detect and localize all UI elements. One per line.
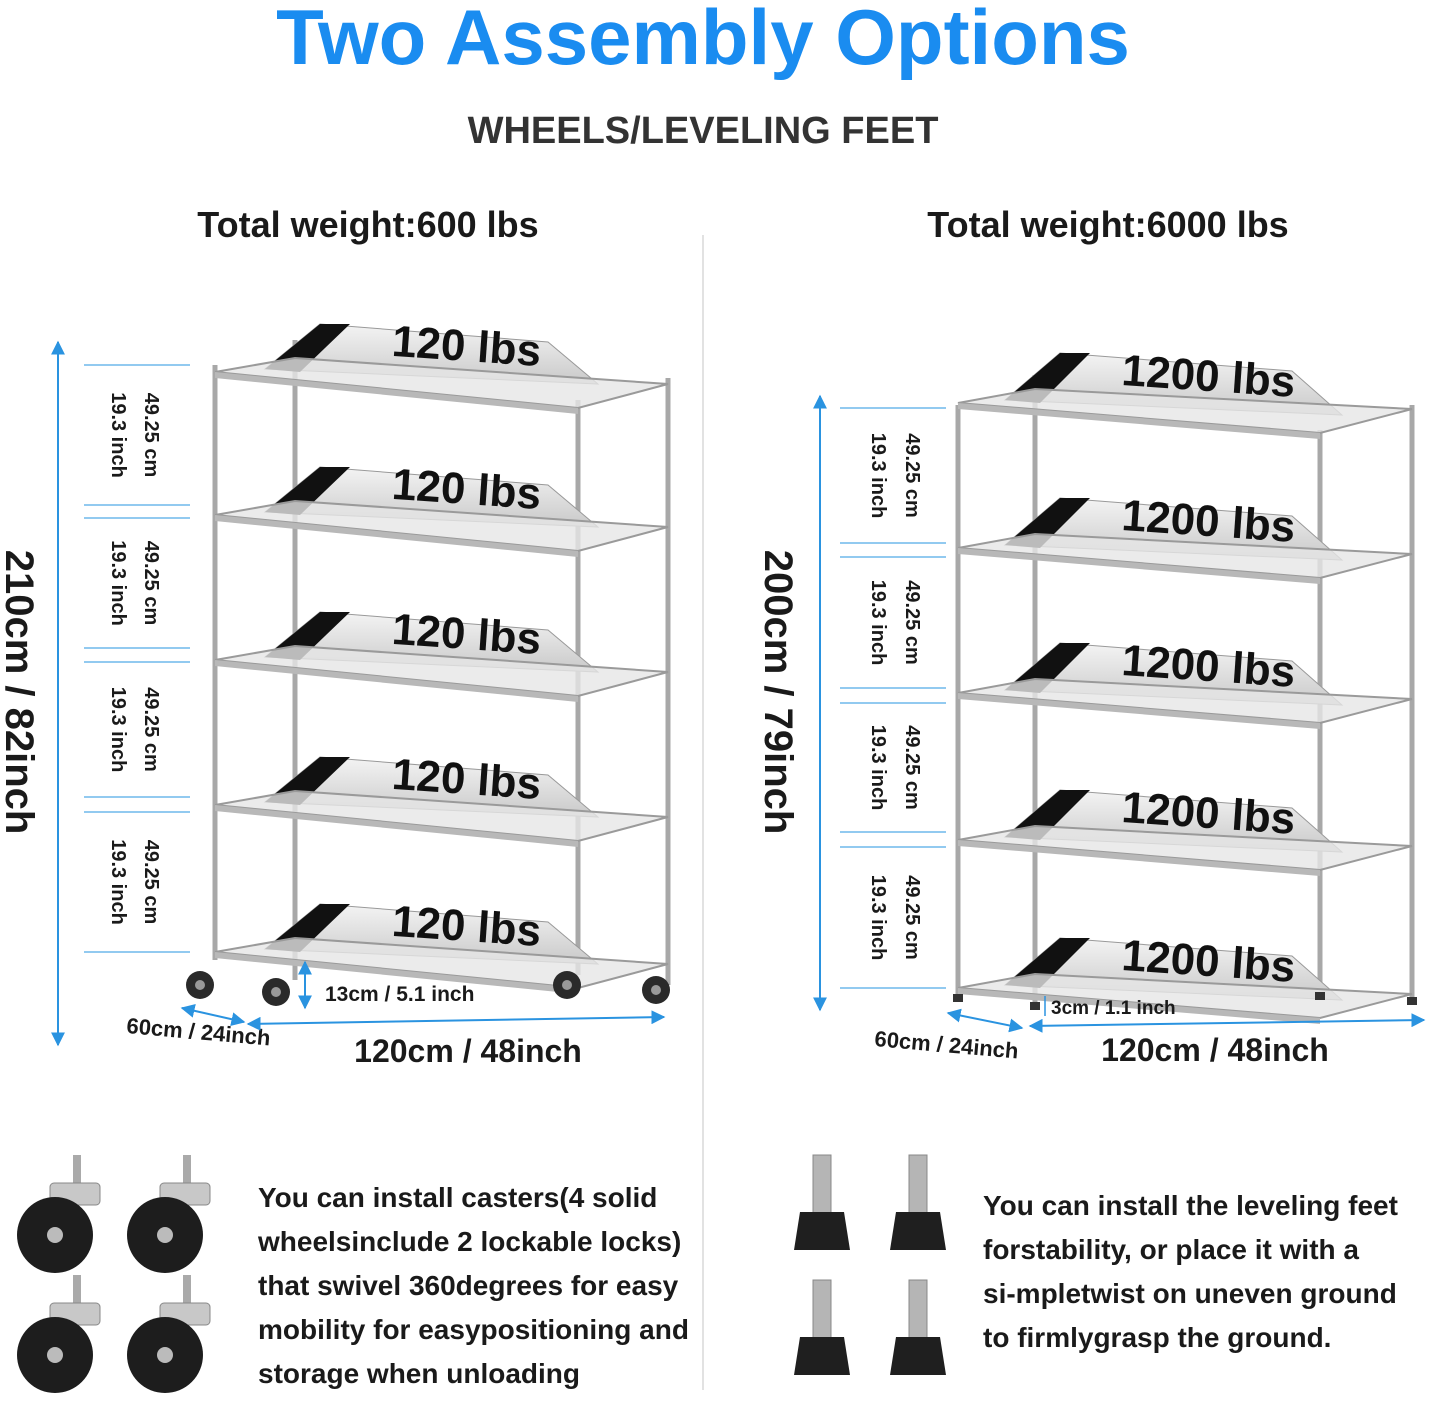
caster-hub [157,1347,173,1363]
description-line: to firmlygrasp the ground. [983,1322,1331,1353]
wire-shelf [957,677,1413,725]
left-width-label: 120cm / 48inch [354,1033,582,1069]
caster-stem [73,1155,81,1185]
page-subtitle: WHEELS/LEVELING FEET [468,110,939,152]
page-title: Two Assembly Options [276,0,1130,81]
right-depth-arrow [946,1008,1024,1033]
shelf-spacing-inch: 19.3 inch [867,875,889,961]
right-depth-label: 60cm / 24inch [874,1026,1020,1063]
threaded-bolt [908,1154,928,1214]
shelf-spacing-cm: 49.25 cm [901,433,923,518]
shelf-spacing-cm: 49.25 cm [901,580,923,665]
foot-base [794,1212,850,1250]
leveling-foot-icon [794,1154,946,1375]
left-description: You can install casters(4 solid wheelsinc… [257,1182,689,1389]
caster-stem [183,1155,191,1185]
shelf-spacing-cm: 49.25 cm [901,725,923,810]
shelf-spacing-inch: 19.3 inch [867,433,889,519]
shelf-edge [215,372,578,414]
foot-base [794,1337,850,1375]
left-depth-label: 60cm / 24inch [126,1013,272,1050]
wheel-hub [195,980,205,990]
shelf-spacing-cm: 49.25 cm [140,541,162,626]
foot [1030,1002,1040,1010]
shelf-edge [215,660,578,702]
shelf-spacing-inch: 19.3 inch [107,392,129,478]
description-line: si-mpletwist on uneven ground [983,1278,1397,1309]
left-total-weight: Total weight:600 lbs [197,204,538,245]
foot-base [890,1337,946,1375]
threaded-bolt [908,1279,928,1339]
wire-shelf [957,532,1413,580]
shelf-spacing-cm: 49.25 cm [140,840,162,925]
wheel-hub [562,980,572,990]
shelf-edge [958,693,1320,729]
shelf-edge [958,548,1320,584]
shelf-spacing-inch: 19.3 inch [867,725,889,811]
right-description: You can install the leveling feet forstab… [983,1190,1398,1353]
shelf-spacing-inch: 19.3 inch [107,540,129,626]
caster-wheel-icon [17,1155,211,1393]
shelf-spacing-inch: 19.3 inch [867,580,889,666]
description-line: that swivel 360degrees for easy [258,1270,679,1301]
caster-hub [157,1227,173,1243]
right-width-arrow [1028,1013,1426,1033]
left-clearance-label: 13cm / 5.1 inch [325,983,474,1006]
shelf-spacing-inch: 19.3 inch [107,839,129,925]
wheel-hub [651,985,661,995]
right-width-label: 120cm / 48inch [1101,1032,1329,1068]
wire-shelf [957,824,1413,872]
shelf-spacing-inch: 19.3 inch [107,687,129,773]
left-width-arrow [246,1010,666,1031]
wire-shelf [957,387,1413,435]
shelf-edge [215,515,578,557]
wheel-hub [271,987,281,997]
description-line: You can install the leveling feet [983,1190,1398,1221]
right-height-label: 200cm / 79inch [756,550,800,835]
shelf-edge [215,805,578,847]
description-line: wheelsinclude 2 lockable locks) [257,1226,681,1257]
left-depth-arrow [180,1003,246,1027]
foot [1315,992,1325,1000]
foot-base [890,1212,946,1250]
caster-stem [73,1275,81,1305]
description-line: You can install casters(4 solid [258,1182,657,1213]
shelf-edge [958,840,1320,876]
foot [1407,997,1417,1005]
caster-hub [47,1347,63,1363]
shelf-edge [958,403,1320,439]
right-total-weight: Total weight:6000 lbs [927,204,1288,245]
description-line: mobility for easypositioning and [258,1314,689,1345]
wire-shelf [957,972,1413,1020]
foot [953,994,963,1002]
description-line: forstability, or place it with a [983,1234,1359,1265]
caster-stem [183,1275,191,1305]
threaded-bolt [812,1154,832,1214]
left-height-label: 210cm / 82inch [0,550,41,835]
caster-hub [47,1227,63,1243]
description-line: storage when unloading [258,1358,580,1389]
threaded-bolt [812,1279,832,1339]
shelf-spacing-cm: 49.25 cm [140,393,162,478]
shelf-spacing-cm: 49.25 cm [140,687,162,772]
shelf-spacing-cm: 49.25 cm [901,875,923,960]
right-clearance-label: 3cm / 1.1 inch [1051,998,1176,1019]
